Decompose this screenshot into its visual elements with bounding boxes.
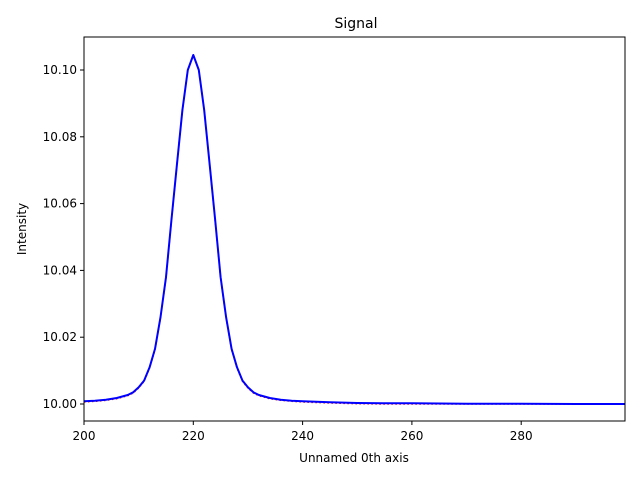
x-tick-label: 240 (291, 429, 314, 443)
chart-title: Signal (334, 16, 377, 32)
x-tick-label: 200 (73, 429, 96, 443)
y-tick-label: 10.04 (43, 263, 77, 277)
x-tick-label: 280 (510, 429, 533, 443)
y-tick-label: 10.02 (43, 330, 77, 344)
y-tick-label: 10.10 (43, 63, 77, 77)
plot-area-frame (83, 36, 626, 422)
y-axis-ticks: 10.00 10.02 10.04 10.06 10.08 10.10 (43, 63, 84, 411)
y-tick-label: 10.00 (43, 397, 77, 411)
x-axis-label: Unnamed 0th axis (299, 451, 409, 465)
x-tick-label: 260 (400, 429, 423, 443)
plot-lines (84, 52, 625, 405)
x-tick-label: 220 (182, 429, 205, 443)
y-axis-label: Intensity (15, 203, 29, 255)
y-tick-label: 10.06 (43, 197, 77, 211)
series-line-signal (84, 54, 625, 405)
y-tick-label: 10.08 (43, 130, 77, 144)
x-axis-ticks: 200 220 240 260 280 (73, 421, 533, 443)
